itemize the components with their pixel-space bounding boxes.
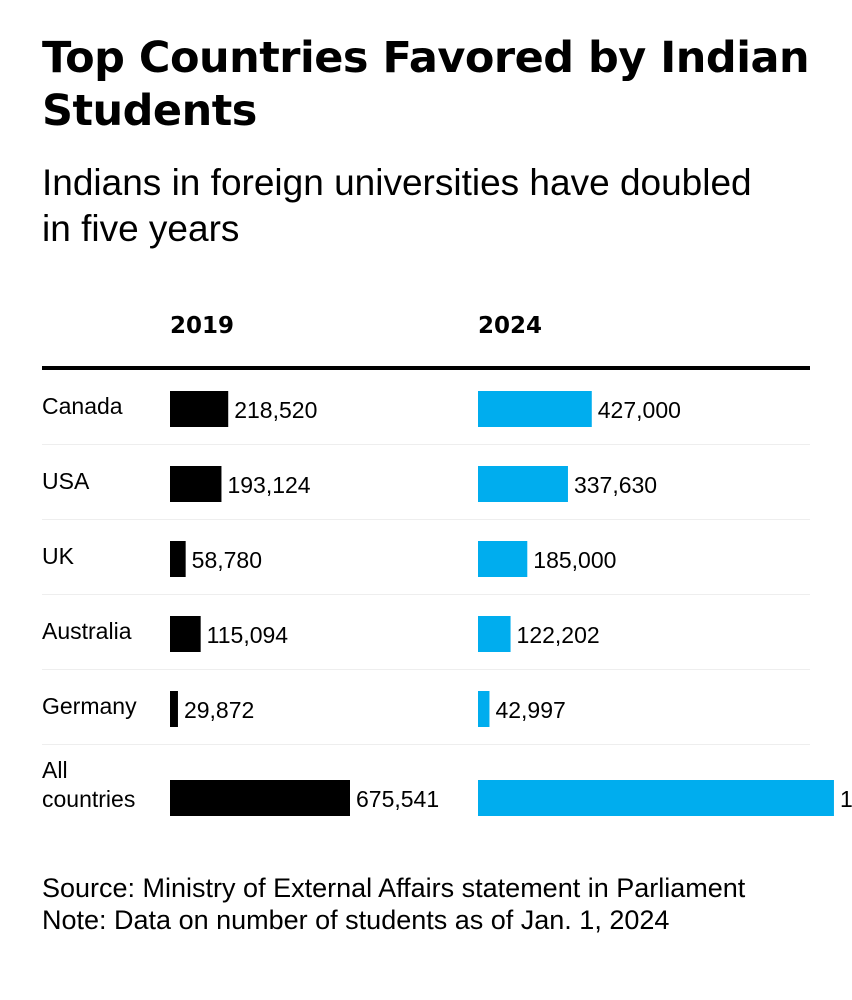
data-label-2024-uk: 185,000 [533,547,616,573]
category-label-usa: USA [42,468,90,494]
row-divider [42,744,810,745]
bar-2024-usa [478,466,568,502]
column-header-2019: 2019 [170,313,235,339]
bar-2019-australia [170,616,201,652]
data-label-2024-usa: 337,630 [574,472,657,498]
row-divider [42,669,810,670]
data-label-2019-uk: 58,780 [192,547,262,573]
category-label-australia: Australia [42,618,132,644]
data-label-2019-all-countries: 675,541 [356,786,439,812]
category-label-canada: Canada [42,393,123,419]
data-label-2024-all-countries: 1,335,878 [840,786,852,812]
category-label-uk: UK [42,543,75,569]
data-label-2024-canada: 427,000 [598,397,681,423]
bar-2019-germany [170,691,178,727]
header-rule [42,366,810,370]
row-divider [42,519,810,520]
bar-2024-australia [478,616,511,652]
data-label-2024-australia: 122,202 [517,622,600,648]
bar-2019-usa [170,466,222,502]
data-label-2024-germany: 42,997 [495,697,565,723]
column-header-2024: 2024 [478,313,543,339]
bar-2024-uk [478,541,528,577]
bar-2024-germany [478,691,490,727]
bar-2024-all-countries [478,780,834,816]
data-note: Note: Data on number of students as of J… [42,905,670,935]
bar-chart: Canada 218,520 427,000 USA 193,124 337,630 UK 5… [42,391,852,816]
chart-subtitle: Indians in foreign universities have dou… [42,162,752,249]
row-divider [42,444,810,445]
bar-2019-all-countries [170,780,350,816]
bar-2024-canada [478,391,592,427]
bar-2019-uk [170,541,186,577]
category-label-germany: Germany [42,693,137,719]
chart-title: Top Countries Favored by Indian Students [42,33,810,136]
bar-2019-canada [170,391,229,427]
data-label-2019-canada: 218,520 [234,397,317,423]
data-label-2019-germany: 29,872 [184,697,254,723]
source-note: Source: Ministry of External Affairs sta… [42,873,746,903]
footer: Source: Ministry of External Affairs sta… [42,872,822,936]
data-label-2019-australia: 115,094 [207,622,289,648]
row-divider [42,594,810,595]
category-label-all-countries: All countries [42,757,135,812]
data-label-2019-usa: 193,124 [227,472,310,498]
